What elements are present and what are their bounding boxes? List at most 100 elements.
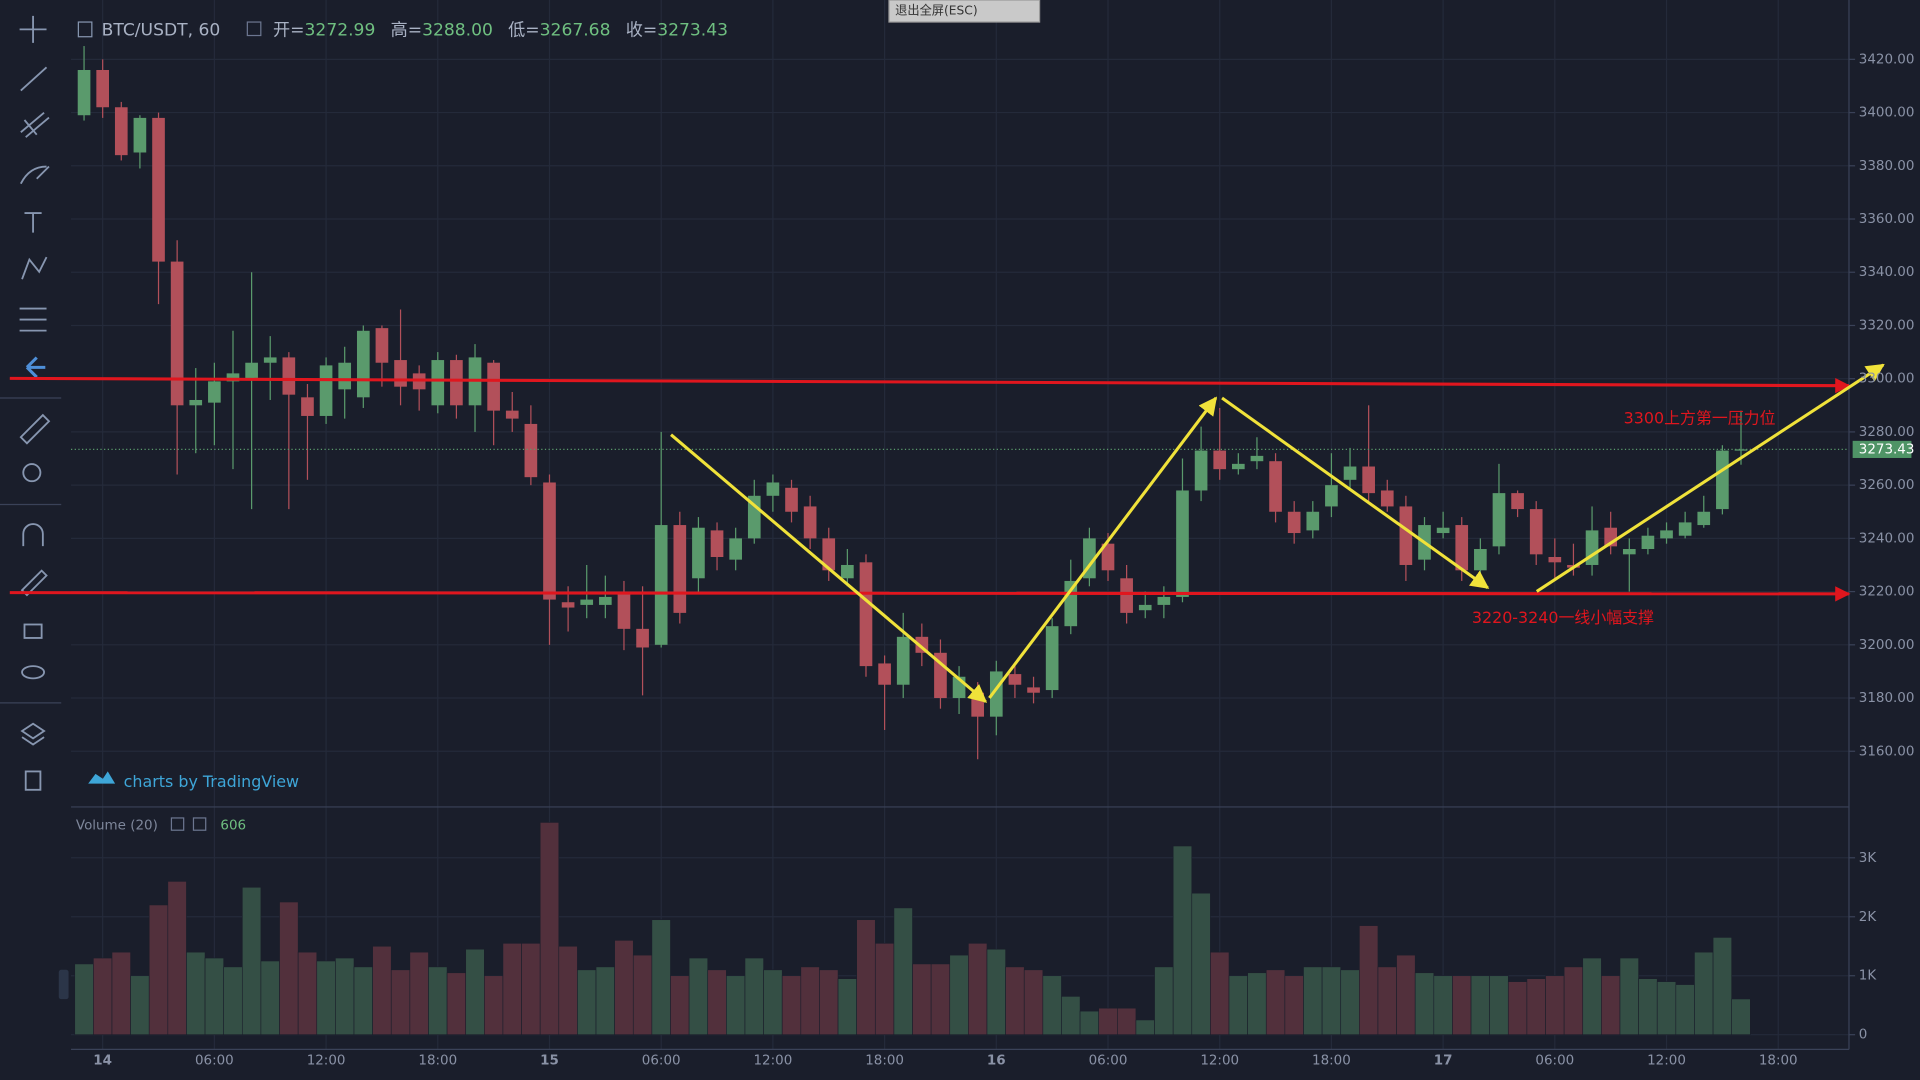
candle-body: [1492, 493, 1506, 547]
volume-pane: [74, 822, 1751, 1036]
y-tick-label: 3420.00: [1859, 52, 1915, 67]
volume-bar: [316, 960, 336, 1035]
volume-bar: [707, 969, 727, 1035]
fib-tool[interactable]: [20, 111, 50, 138]
volume-bar: [93, 957, 113, 1035]
candle-body: [654, 525, 668, 645]
volume-bar: [912, 963, 932, 1035]
pattern-tool[interactable]: [21, 256, 48, 280]
lock-tool[interactable]: [23, 623, 43, 639]
resistance-line[interactable]: [9, 376, 1851, 394]
volume-bar: [1265, 969, 1286, 1035]
volume-title: Volume (20): [76, 818, 158, 833]
candle-body: [1622, 549, 1636, 555]
volume-bar: [1377, 966, 1397, 1035]
volume-bar: [409, 951, 429, 1035]
collapse-legend[interactable]: [77, 21, 93, 38]
x-tick-label: 17: [1434, 1053, 1453, 1068]
ohlc-legend: 开=3272.99 高=3288.00 低=3267.68 收=3273.43: [273, 21, 728, 41]
ruler-tool[interactable]: [19, 413, 51, 445]
volume-bar: [223, 966, 243, 1035]
trend-arrow[interactable]: [670, 433, 988, 703]
candle-body: [1660, 530, 1673, 539]
tradingview-logo: [88, 771, 116, 784]
candle-body: [1269, 461, 1282, 512]
candle-body: [226, 373, 240, 382]
volume-bar: [1023, 969, 1044, 1035]
candles: [71, 46, 1849, 760]
exit-fullscreen-label: 退出全屏(ESC): [895, 3, 978, 18]
y-tick-label: 3160.00: [1859, 744, 1915, 759]
volume-bar: [558, 945, 578, 1036]
ohlc-label: 收=: [626, 21, 657, 41]
volume-bar: [670, 975, 690, 1035]
ohlc-value: 3288.00: [422, 21, 493, 41]
volume-bar: [1303, 966, 1323, 1035]
zoom-tool[interactable]: [22, 463, 42, 483]
volume-bar: [819, 969, 839, 1035]
ohlc-label: 开=: [273, 21, 304, 41]
x-tick-label: 18:00: [1312, 1053, 1351, 1068]
candle-body: [766, 482, 780, 496]
exit-fullscreen-button[interactable]: [888, 0, 1041, 23]
candle-body: [319, 365, 333, 416]
volume-bar: [484, 975, 504, 1035]
y-tick-label: 3200.00: [1859, 638, 1915, 653]
ohlc-value: 3272.99: [305, 21, 376, 41]
collapse-handle[interactable]: [58, 969, 69, 1000]
visibility-tool[interactable]: [21, 665, 45, 680]
x-tick-label: 18:00: [418, 1053, 457, 1068]
candle-body: [692, 527, 705, 579]
trendline-tool[interactable]: [20, 66, 48, 92]
candle-body: [636, 628, 649, 648]
candle-body: [1250, 455, 1264, 462]
axes: 14 06:00 12:00 18:00 15 06:00 12:00 18:00 16 06:0…: [93, 52, 1914, 1068]
y-tick-label: 3260.00: [1859, 478, 1915, 493]
volume-bar: [856, 919, 876, 1035]
settings-icon[interactable]: [246, 21, 262, 37]
candle-body: [785, 487, 798, 512]
brush-tool[interactable]: [19, 165, 50, 185]
candle-body: [431, 360, 445, 406]
volume-settings[interactable]: [170, 817, 185, 831]
volume-bar: [502, 942, 522, 1036]
prediction-tool[interactable]: [19, 307, 47, 332]
candle-body: [301, 397, 314, 416]
volume-bar: [1433, 975, 1453, 1035]
volume-remove[interactable]: [192, 817, 207, 831]
volume-bar: [1079, 1010, 1100, 1035]
candle-body: [394, 360, 407, 387]
support-line[interactable]: [9, 586, 1851, 602]
candle-body: [673, 525, 687, 613]
volume-bar: [111, 951, 131, 1035]
trend-arrow[interactable]: [1535, 363, 1885, 593]
volume-bar: [1656, 981, 1677, 1036]
candle-body: [1045, 626, 1059, 691]
candle-body: [133, 117, 147, 153]
volume-bar: [279, 901, 299, 1035]
last-price-label: 3273.43: [1859, 442, 1915, 457]
magnet-tool[interactable]: [22, 523, 44, 547]
volume-bar: [1359, 925, 1379, 1035]
volume-bar: [1452, 975, 1472, 1035]
y-tick-label: 3380.00: [1859, 159, 1915, 174]
hide-toolbar[interactable]: [25, 356, 46, 379]
volume-bar: [1098, 1007, 1118, 1035]
candle-body: [1194, 450, 1208, 491]
crosshair-tool[interactable]: [19, 15, 47, 43]
trend-arrow[interactable]: [988, 396, 1218, 699]
trend-arrow[interactable]: [1221, 396, 1490, 590]
candle-body: [1101, 543, 1115, 571]
candle-body: [1641, 535, 1655, 550]
candle-body: [356, 330, 370, 398]
y-tick-label: 3180.00: [1859, 691, 1915, 706]
trash-tool[interactable]: [24, 770, 42, 791]
volume-bar: [465, 948, 485, 1036]
volume-bar: [986, 948, 1006, 1036]
candle-body: [599, 596, 612, 605]
layers-tool[interactable]: [20, 722, 46, 746]
text-tool[interactable]: [24, 212, 42, 233]
last-price-box: [1852, 440, 1912, 458]
volume-bar: [428, 966, 448, 1035]
y-tick-label: 3K: [1859, 851, 1878, 866]
